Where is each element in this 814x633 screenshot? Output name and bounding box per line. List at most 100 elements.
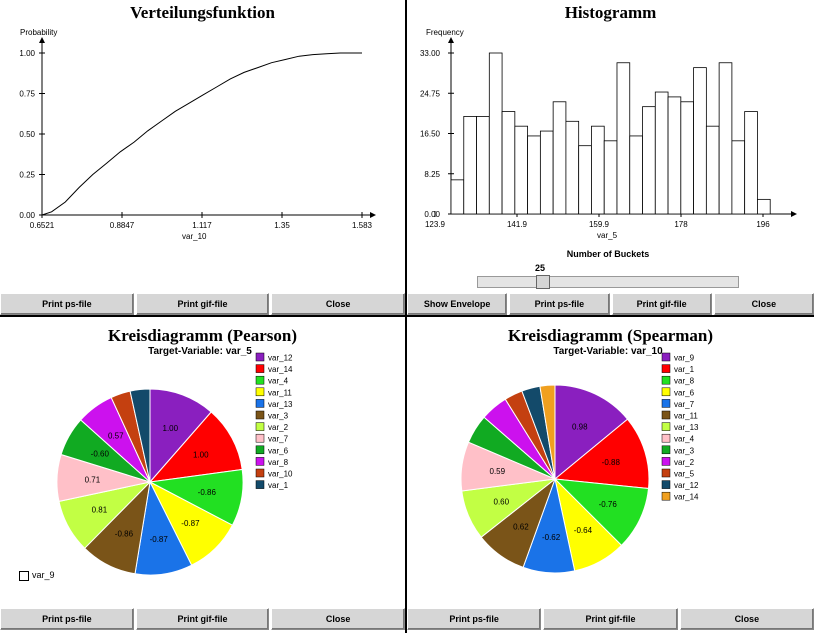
- hist-y-tick-label: 8.25: [424, 170, 440, 179]
- legend-swatch: [255, 410, 265, 420]
- show-envelope-button[interactable]: Show Envelope: [407, 293, 508, 315]
- legend-label: var_1: [268, 481, 289, 490]
- cdf-panel: Verteilungsfunktion Probability var_10 0.0…: [0, 0, 405, 315]
- legend-swatch: [255, 468, 265, 478]
- legend-label: var_5: [674, 470, 695, 479]
- legend-label: var_8: [674, 377, 695, 386]
- pearson-button-bar: Print ps-file Print gif-file Close: [0, 608, 405, 630]
- hist-bar: [616, 62, 631, 215]
- pie-slice-label: 0.59: [490, 467, 506, 476]
- pearson-close-button[interactable]: Close: [271, 608, 405, 630]
- hist-x-tick-label: 141.9: [507, 220, 528, 229]
- pie-slice-label: -0.87: [181, 519, 200, 528]
- legend-label: var_14: [268, 365, 293, 374]
- legend-label: var_11: [674, 412, 698, 421]
- pie-slice: [129, 388, 151, 483]
- cdf-close-button[interactable]: Close: [271, 293, 405, 315]
- legend-label: var_7: [674, 400, 695, 409]
- hist-print-gif-button[interactable]: Print gif-file: [611, 293, 712, 315]
- pearson-print-gif-button[interactable]: Print gif-file: [135, 608, 270, 630]
- legend-label: var_2: [674, 458, 695, 467]
- hist-bar: [757, 198, 771, 215]
- pie-slice-label: -0.76: [599, 500, 618, 509]
- hist-close-button[interactable]: Close: [713, 293, 814, 315]
- cdf-x-axis-label: var_10: [182, 232, 207, 241]
- cdf-x-tick-label: 1.35: [274, 221, 290, 230]
- hist-bar: [744, 111, 758, 215]
- legend-swatch: [255, 422, 265, 431]
- spearman-print-ps-button[interactable]: Print ps-file: [407, 608, 542, 630]
- legend-swatch: [661, 433, 671, 443]
- legend-swatch: [661, 480, 671, 489]
- hist-y-tick-label: 16.50: [420, 130, 441, 139]
- hist-bar: [565, 120, 580, 215]
- legend-swatch: [255, 445, 265, 455]
- buckets-slider-thumb[interactable]: [536, 275, 550, 289]
- cdf-button-bar: Print ps-file Print gif-file Close: [0, 293, 405, 315]
- legend-label: var_9: [674, 354, 695, 363]
- legend-swatch: [661, 364, 671, 373]
- legend-label: var_3: [268, 412, 289, 421]
- legend-label: var_8: [268, 458, 289, 467]
- pie-slice: [148, 411, 243, 483]
- legend-label: var_14: [674, 493, 699, 502]
- hist-x-tick-label: 159.9: [589, 220, 610, 229]
- hist-bar: [578, 145, 592, 215]
- var9-checkbox[interactable]: [19, 571, 29, 581]
- cdf-y-axis-arrow: [39, 37, 45, 43]
- hist-y-axis-label: Frequency: [426, 28, 464, 37]
- hist-bar: [501, 111, 516, 215]
- hist-y-axis-arrow: [448, 37, 454, 43]
- legend-label: var_12: [674, 481, 699, 490]
- pearson-panel: Kreisdiagramm (Pearson) Target-Variable:…: [0, 317, 405, 633]
- pie-slice-label: 0.57: [108, 432, 124, 441]
- legend-label: var_4: [268, 377, 289, 386]
- legend-swatch: [661, 410, 671, 420]
- legend-label: var_13: [674, 423, 699, 432]
- legend-swatch: [255, 433, 265, 443]
- legend-swatch: [661, 352, 671, 362]
- spearman-close-button[interactable]: Close: [679, 608, 814, 630]
- pearson-print-ps-button[interactable]: Print ps-file: [0, 608, 134, 630]
- hist-bar: [667, 96, 682, 215]
- pie-slice: [539, 384, 556, 480]
- legend-label: var_11: [268, 388, 292, 397]
- hist-bar: [463, 116, 477, 215]
- buckets-slider-track[interactable]: [477, 276, 739, 288]
- hist-bar: [718, 62, 733, 215]
- legend-swatch: [661, 491, 671, 501]
- legend-swatch: [255, 457, 265, 466]
- hist-bar: [514, 125, 529, 215]
- hist-x-tick-label: 196: [756, 220, 770, 229]
- pie-slice-label: -0.64: [574, 526, 593, 535]
- spearman-print-gif-button[interactable]: Print gif-file: [543, 608, 678, 630]
- hist-y-tick-label: 24.75: [420, 89, 441, 98]
- cdf-x-tick-label: 0.6521: [30, 221, 55, 230]
- hist-x-tick-label: 178: [674, 220, 688, 229]
- hist-y-tick-label: 0.00: [424, 210, 440, 219]
- legend-label: var_1: [674, 365, 695, 374]
- legend-swatch: [661, 445, 671, 455]
- cdf-y-tick-label: 0.50: [19, 130, 35, 139]
- cdf-print-gif-button[interactable]: Print gif-file: [135, 293, 270, 315]
- hist-bar: [680, 101, 694, 215]
- legend-label: var_12: [268, 354, 293, 363]
- pie-slice-label: -0.86: [115, 529, 134, 538]
- hist-bar: [539, 130, 554, 215]
- pearson-subtitle: Target-Variable: var_5: [148, 346, 252, 357]
- hist-print-ps-button[interactable]: Print ps-file: [509, 293, 610, 315]
- legend-swatch: [255, 364, 265, 373]
- hist-bar: [603, 140, 618, 215]
- legend-swatch: [255, 375, 265, 385]
- hist-button-bar: Show Envelope Print ps-file Print gif-fi…: [407, 293, 814, 315]
- legend-label: var_6: [674, 388, 695, 397]
- hist-bar: [654, 91, 669, 215]
- hist-bar: [705, 125, 720, 215]
- pie-slice-label: 0.81: [92, 506, 108, 515]
- cdf-y-axis-label: Probability: [20, 28, 57, 37]
- cdf-print-ps-button[interactable]: Print ps-file: [0, 293, 134, 315]
- pie-slice-label: -0.86: [198, 488, 217, 497]
- legend-swatch: [255, 387, 265, 397]
- legend-label: var_13: [268, 400, 293, 409]
- cdf-y-tick-label: 0.75: [19, 90, 35, 99]
